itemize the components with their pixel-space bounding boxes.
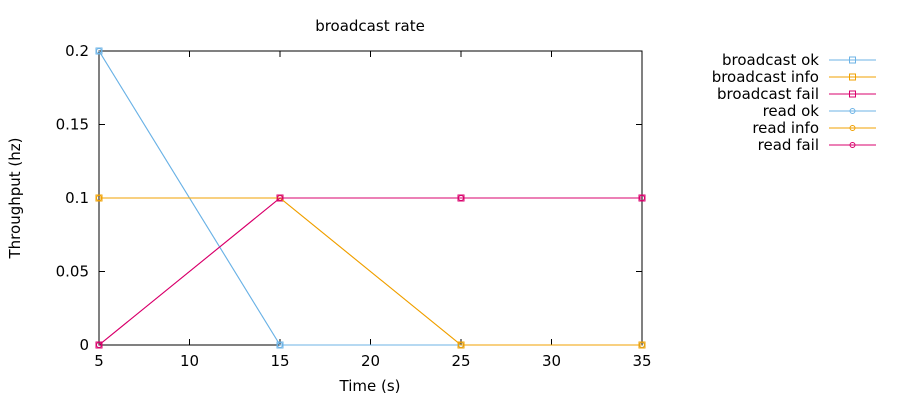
- legend-marker: [849, 142, 856, 148]
- legend-label: read info: [752, 119, 819, 137]
- data-point-3-0: [96, 48, 102, 54]
- data-point-5-1: [277, 195, 283, 201]
- data-point-5-2: [458, 195, 464, 201]
- legend-marker: [849, 108, 856, 114]
- data-point-5-0: [96, 342, 102, 348]
- y-tick-label: 0.2: [65, 42, 89, 60]
- legend-marker: [849, 125, 856, 131]
- x-axis-title: Time (s): [339, 377, 401, 395]
- legend-label: read fail: [758, 136, 819, 154]
- series-line-5: [98, 197, 642, 346]
- chart-title: broadcast rate: [315, 17, 425, 35]
- y-tick-label: 0: [79, 336, 89, 354]
- legend-marker: [849, 56, 856, 64]
- y-tick-label: 0.1: [65, 189, 89, 207]
- x-tick-label: 10: [180, 352, 199, 370]
- data-point-4-2: [458, 342, 464, 348]
- data-point-3-1: [277, 342, 283, 348]
- x-tick-label: 5: [94, 352, 104, 370]
- x-tick-label: 25: [451, 352, 470, 370]
- data-point-4-3: [639, 342, 645, 348]
- series-line-4: [99, 197, 642, 346]
- y-tick-label: 0.05: [56, 263, 89, 281]
- legend-label: broadcast fail: [717, 85, 819, 103]
- legend-label: read ok: [763, 102, 820, 120]
- data-point-4-0: [96, 195, 102, 201]
- y-axis-title: Throughput (hz): [6, 138, 24, 260]
- legend-marker: [849, 73, 856, 81]
- x-tick-label: 15: [270, 352, 289, 370]
- x-tick-label: 35: [632, 352, 651, 370]
- x-tick-label: 20: [361, 352, 380, 370]
- data-point-5-3: [639, 195, 645, 201]
- legend-label: broadcast info: [712, 68, 819, 86]
- legend-marker: [849, 90, 856, 98]
- y-tick-label: 0.15: [56, 116, 89, 134]
- legend-label: broadcast ok: [722, 51, 819, 69]
- plot-area: 5 10 15 20 25 30 35 0 0.05 0.1 0.15 0.2: [56, 42, 652, 370]
- x-tick-label: 30: [542, 352, 561, 370]
